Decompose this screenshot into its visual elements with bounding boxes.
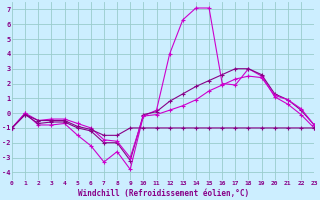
X-axis label: Windchill (Refroidissement éolien,°C): Windchill (Refroidissement éolien,°C) xyxy=(77,189,249,198)
